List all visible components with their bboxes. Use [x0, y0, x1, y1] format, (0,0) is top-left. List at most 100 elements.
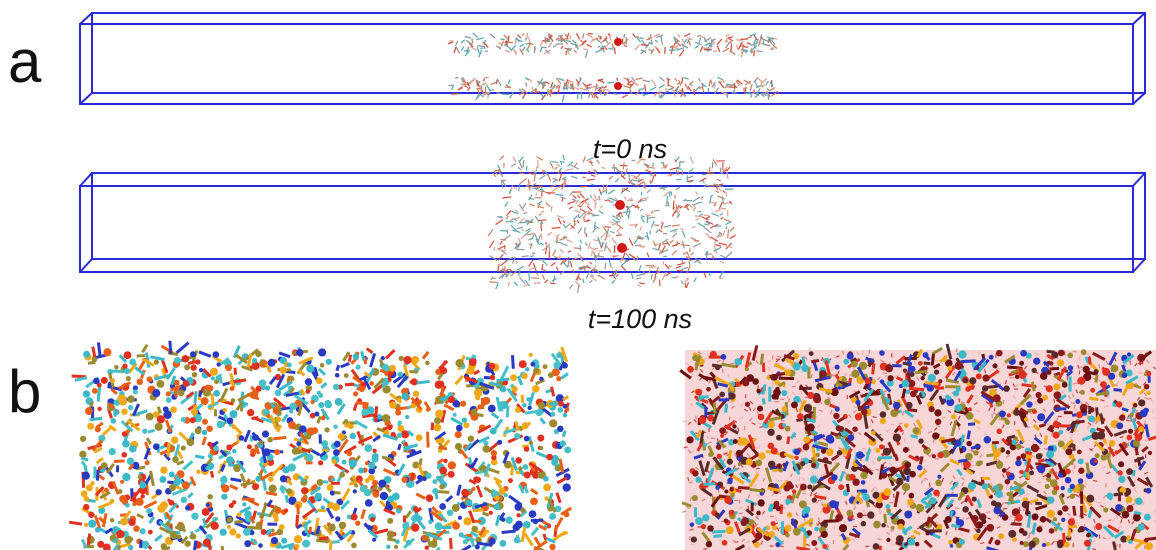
atom	[851, 370, 859, 378]
atom	[161, 543, 167, 549]
bond	[637, 255, 638, 261]
bond	[541, 223, 542, 231]
bond	[1113, 390, 1121, 391]
atom	[1053, 383, 1060, 390]
atom	[1138, 426, 1144, 432]
atom	[1012, 440, 1017, 445]
atom	[715, 485, 720, 490]
atom	[976, 528, 981, 533]
atom	[268, 359, 276, 367]
atom	[321, 440, 328, 447]
atom	[306, 364, 314, 372]
atom	[435, 522, 443, 530]
bond	[175, 390, 176, 398]
ion	[614, 82, 622, 90]
atom	[140, 528, 146, 534]
bond	[903, 389, 905, 398]
atom	[489, 363, 496, 370]
atom	[296, 441, 301, 446]
atom	[1046, 542, 1050, 546]
water	[1098, 502, 1102, 503]
atom	[886, 538, 890, 542]
atom	[262, 431, 269, 438]
atom	[321, 416, 326, 421]
atom	[190, 364, 196, 370]
atom	[782, 406, 788, 412]
atom	[881, 523, 886, 528]
atom	[330, 490, 335, 495]
atom	[741, 520, 747, 526]
water	[834, 525, 835, 529]
atom	[403, 356, 411, 364]
atom	[302, 540, 310, 548]
atom	[181, 417, 186, 422]
atom	[181, 445, 186, 450]
atom	[549, 419, 557, 427]
atom	[316, 377, 323, 384]
atom	[942, 357, 947, 362]
atom	[350, 433, 356, 439]
atom	[500, 386, 507, 393]
atom	[701, 524, 706, 529]
atom	[268, 485, 276, 493]
bond	[538, 220, 546, 221]
atom	[695, 389, 702, 396]
atom	[968, 407, 972, 411]
atom	[127, 458, 134, 465]
bond	[231, 479, 242, 481]
atom	[755, 532, 762, 539]
atom	[239, 435, 245, 441]
atom	[126, 429, 130, 433]
bond	[473, 510, 483, 511]
atom	[226, 444, 232, 450]
atom	[831, 474, 838, 481]
atom	[563, 413, 568, 418]
atom	[871, 430, 876, 435]
atom	[120, 480, 124, 484]
atom	[525, 367, 529, 371]
atom	[982, 374, 989, 381]
atom	[1067, 352, 1073, 358]
atom	[324, 427, 329, 432]
atom	[229, 528, 236, 535]
atom	[1037, 398, 1043, 404]
bond	[483, 513, 489, 515]
atom	[702, 514, 709, 521]
atom	[833, 413, 839, 419]
atom	[727, 459, 733, 465]
bond	[671, 191, 672, 195]
atom	[996, 350, 1003, 357]
atom	[332, 459, 337, 464]
atom	[159, 476, 166, 483]
atom	[1086, 495, 1094, 503]
atom	[998, 533, 1004, 539]
water	[934, 360, 938, 361]
bond	[714, 403, 715, 414]
atom	[947, 366, 952, 371]
atom	[966, 441, 971, 446]
atom	[358, 468, 364, 474]
bond	[501, 401, 502, 411]
atom	[703, 443, 707, 447]
atom	[170, 531, 178, 539]
bond	[925, 382, 938, 384]
atom	[937, 452, 943, 458]
atom	[321, 506, 325, 510]
atom	[721, 354, 727, 360]
atom	[133, 525, 139, 531]
atom	[220, 476, 227, 483]
atom	[827, 436, 835, 444]
bond	[961, 361, 976, 362]
atom	[413, 391, 419, 397]
bond	[583, 49, 588, 50]
bond	[108, 371, 123, 372]
atom	[785, 426, 791, 432]
atom	[387, 518, 393, 524]
atom	[1077, 449, 1082, 454]
atom	[516, 513, 520, 517]
atom	[324, 400, 331, 407]
bond	[562, 355, 563, 363]
atom	[686, 436, 693, 443]
water	[986, 512, 990, 513]
atom	[787, 512, 792, 517]
